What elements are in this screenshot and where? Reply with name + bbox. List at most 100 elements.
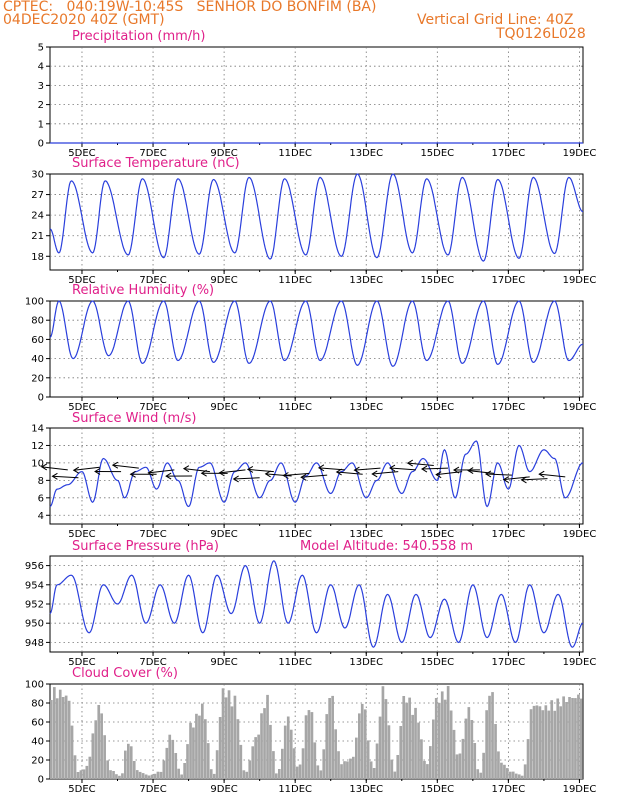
cloud-bar: [192, 727, 195, 779]
cloud-bar: [331, 695, 334, 779]
cloud-bar: [423, 760, 426, 779]
temp-xtick-label: 9DEC: [210, 275, 237, 286]
cloud-bar: [334, 729, 337, 779]
cloud-bar: [189, 722, 192, 779]
cloud-bar: [112, 771, 115, 779]
cloud-bar: [245, 771, 249, 779]
cloud-xtick-label: 13DEC: [349, 784, 383, 795]
pres-ytick-label: 950: [25, 619, 44, 630]
wind-ytick-label: 10: [31, 458, 44, 469]
wind-xtick-label: 17DEC: [492, 529, 526, 540]
temp-ytick-label: 18: [31, 252, 44, 263]
temp-xtick-label: 7DEC: [139, 275, 166, 286]
header-location: CPTEC: 040:19W-10:45S SENHOR DO BONFIM (…: [3, 0, 377, 15]
wind-arrow-head: [147, 469, 154, 477]
wind-arrow-head: [246, 466, 254, 473]
cloud-bar: [532, 705, 536, 779]
cloud-bar: [500, 762, 503, 779]
wind-arrow: [148, 469, 175, 474]
cloud-bar: [319, 770, 323, 779]
cloud-bar: [209, 769, 213, 779]
cloud-bar: [174, 753, 178, 779]
wind-ytick-label: 4: [38, 511, 44, 522]
cloud-bar: [307, 710, 311, 779]
cloud-bar: [526, 739, 530, 779]
cloud-bar: [204, 719, 207, 779]
cloud-bar: [132, 761, 136, 779]
cloud-xtick-label: 7DEC: [139, 784, 166, 795]
wind-arrow-head: [165, 472, 172, 480]
temp-xtick-label: 11DEC: [278, 275, 312, 286]
pres-xtick-label: 19DEC: [563, 657, 597, 668]
cloud-bar: [381, 686, 385, 779]
wind-xtick-label: 9DEC: [210, 529, 237, 540]
cloud-bar: [153, 773, 157, 779]
wind-arrow-head: [406, 459, 414, 467]
wind-arrow: [336, 471, 363, 475]
cloud-bar: [517, 774, 521, 779]
wind-arrow: [372, 471, 399, 475]
temp-ytick-label: 24: [31, 211, 44, 222]
cloud-bar: [470, 720, 474, 779]
cloud-bar: [85, 765, 89, 779]
cloud-bar: [387, 725, 391, 779]
precip-ytick-label: 4: [38, 62, 44, 73]
cloud-bar: [70, 725, 74, 779]
cloud-bar: [452, 729, 456, 779]
cloud-bar: [559, 706, 562, 779]
cloud-bar: [562, 696, 565, 779]
wind-arrow: [73, 466, 100, 471]
cloud-bar: [266, 694, 269, 779]
precip-ytick-label: 1: [38, 119, 44, 130]
cloud-bar: [355, 737, 358, 779]
cloud-bar: [529, 709, 533, 779]
cloud-bar: [275, 773, 278, 779]
cloud-bar: [346, 761, 349, 779]
cloud-bar: [230, 706, 234, 779]
cloud-bar: [242, 770, 246, 779]
wind-arrow: [407, 462, 434, 467]
cloud-bar: [82, 769, 86, 779]
cloud-bar: [366, 740, 370, 779]
cloud-bar: [106, 760, 109, 779]
cloud-bar: [467, 707, 471, 779]
wind-series-line: [49, 440, 584, 508]
wind-title: Surface Wind (m/s): [72, 411, 197, 426]
rh-ytick-label: 40: [31, 354, 44, 365]
wind-panel: 4 6 8 10 12 14 5DEC 7DEC 9DEC 11DEC 13DEC 15DEC 17DE…: [31, 424, 596, 541]
wind-arrow: [219, 469, 246, 474]
cloud-ytick-label: 20: [31, 756, 44, 767]
cloud-bar: [50, 700, 53, 779]
cloud-bar: [281, 748, 284, 779]
cloud-bar: [405, 702, 408, 779]
cloud-bar: [124, 750, 127, 779]
cloud-bar: [343, 761, 346, 779]
wind-arrow: [421, 467, 448, 470]
temp-series-line: [49, 173, 584, 262]
cloud-bar: [186, 744, 189, 779]
temp-ytick-label: 30: [31, 170, 44, 181]
wind-arrow: [521, 478, 548, 481]
cloud-bar: [198, 715, 201, 779]
header-run-code: TQ0126L028: [496, 26, 586, 42]
cloud-ytick-label: 60: [31, 718, 44, 729]
cloud-bar: [393, 771, 397, 779]
cloud-bar: [523, 764, 527, 779]
cloud-bar: [171, 739, 175, 779]
cloud-bar: [292, 748, 296, 779]
wind-xtick-label: 13DEC: [349, 529, 383, 540]
precip-xtick-label: 5DEC: [68, 148, 95, 159]
cloud-bar: [440, 691, 444, 779]
cloud-bar: [556, 698, 560, 779]
cloud-bar: [580, 698, 583, 779]
cloud-bar: [159, 771, 163, 779]
cloud-bar: [313, 742, 317, 779]
cloud-bar: [577, 694, 580, 779]
cloud-bar: [206, 743, 210, 779]
wind-arrow-head: [435, 471, 442, 479]
rh-xtick-label: 13DEC: [349, 402, 383, 413]
header-date: 04DEC2020 40Z (GMT): [3, 12, 165, 28]
cloud-bar: [91, 733, 95, 779]
cloud-bar: [550, 700, 554, 779]
wind-arrow: [283, 472, 310, 476]
